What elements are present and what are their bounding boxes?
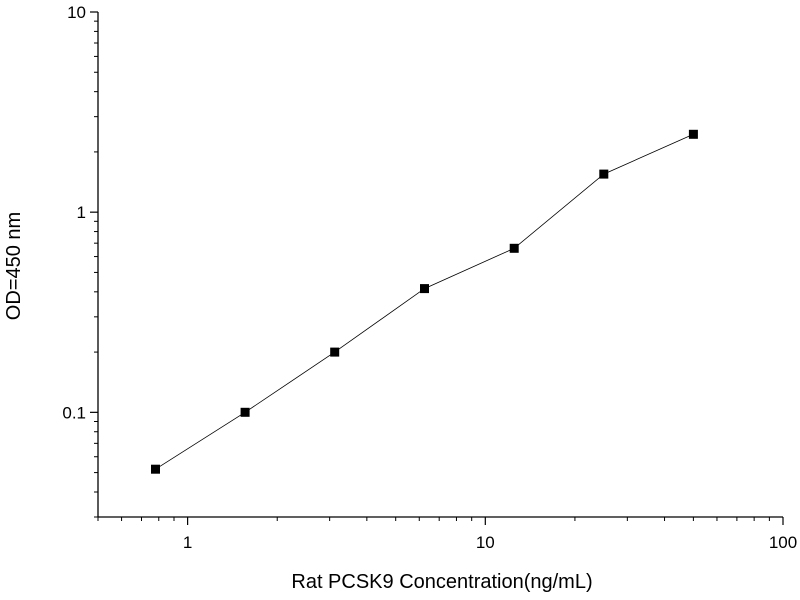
tick-labels: 1 10 100 0.1 1 10 <box>62 3 797 552</box>
data-points <box>151 129 698 474</box>
axes <box>97 12 783 518</box>
y-tick-label: 0.1 <box>62 403 86 422</box>
y-axis-label: OD=450 nm <box>3 212 25 320</box>
x-tick-label: 100 <box>769 533 797 552</box>
y-tick-label: 1 <box>77 203 86 222</box>
minor-ticks <box>94 20 770 521</box>
x-tick-label: 10 <box>476 533 495 552</box>
series-line <box>155 133 694 470</box>
data-point-marker <box>420 284 429 294</box>
major-ticks <box>90 11 784 525</box>
data-point-marker <box>151 464 160 474</box>
x-tick-label: 1 <box>183 533 192 552</box>
data-point-marker <box>509 243 519 253</box>
y-tick-label: 10 <box>67 3 86 22</box>
data-point-marker <box>599 169 609 179</box>
data-point-marker <box>240 407 250 417</box>
x-axis-label: Rat PCSK9 Concentration(ng/mL) <box>291 571 592 593</box>
data-point-marker <box>330 347 340 357</box>
data-point-marker <box>688 129 698 139</box>
